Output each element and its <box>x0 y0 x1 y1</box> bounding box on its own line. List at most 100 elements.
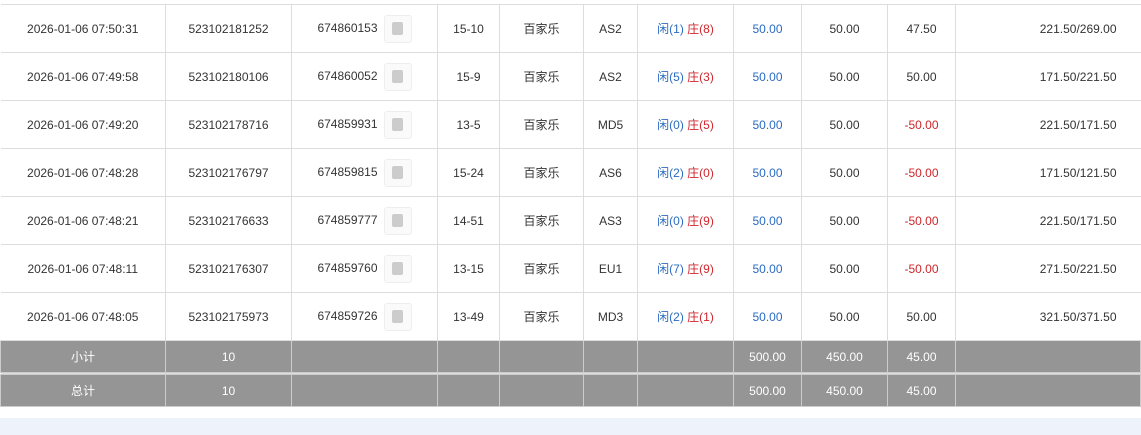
bet-id: 523102181252 <box>165 4 292 53</box>
total-label: 总计 <box>0 374 166 407</box>
valid-bet: 50.00 <box>801 4 888 53</box>
win-loss: 50.00 <box>887 292 956 341</box>
table-row: 2026-01-06 07:48:05 523102175973 6748597… <box>0 292 1141 341</box>
game-id-cell: 674860052 <box>291 52 438 101</box>
game-id: 674860052 <box>317 68 378 83</box>
game-id-cell: 674859777 <box>291 196 438 245</box>
replay-video-icon[interactable] <box>383 254 412 283</box>
game-id: 674859760 <box>317 260 378 275</box>
subtotal-bet: 500.00 <box>733 340 802 373</box>
round: 13-15 <box>437 244 500 293</box>
bet-time: 2026-01-06 07:50:31 <box>0 4 166 53</box>
subtotal-label: 小计 <box>0 340 166 373</box>
game-id-cell: 674859726 <box>291 292 438 341</box>
player-result: 闲(1) <box>657 22 684 36</box>
result: 闲(2) 庄(1) <box>637 292 734 341</box>
table-code: MD5 <box>583 100 638 149</box>
banker-result: 庄(5) <box>687 118 714 132</box>
win-loss: -50.00 <box>887 244 956 293</box>
game-name: 百家乐 <box>499 148 584 197</box>
bet-records-table: 2026-01-06 07:50:31 523102181252 6748601… <box>0 4 1141 407</box>
valid-bet: 50.00 <box>801 148 888 197</box>
replay-video-icon[interactable] <box>383 158 412 187</box>
table-code: AS2 <box>583 52 638 101</box>
bet-id: 523102176633 <box>165 196 292 245</box>
player-result: 闲(2) <box>657 166 684 180</box>
replay-video-icon[interactable] <box>383 110 412 139</box>
replay-video-icon[interactable] <box>383 206 412 235</box>
result: 闲(2) 庄(0) <box>637 148 734 197</box>
banker-result: 庄(0) <box>687 166 714 180</box>
game-id: 674859931 <box>317 116 378 131</box>
game-id: 674859777 <box>317 212 378 227</box>
result: 闲(1) 庄(8) <box>637 4 734 53</box>
subtotal-win: 45.00 <box>887 340 956 373</box>
round: 13-5 <box>437 100 500 149</box>
bet-amount: 50.00 <box>733 52 802 101</box>
win-loss: 47.50 <box>887 4 956 53</box>
round: 15-24 <box>437 148 500 197</box>
game-id: 674859815 <box>317 164 378 179</box>
bet-amount: 50.00 <box>733 148 802 197</box>
result: 闲(0) 庄(9) <box>637 196 734 245</box>
subtotal-valid: 450.00 <box>801 340 888 373</box>
bet-id: 523102175973 <box>165 292 292 341</box>
bet-time: 2026-01-06 07:48:05 <box>0 292 166 341</box>
bet-amount: 50.00 <box>733 196 802 245</box>
game-name: 百家乐 <box>499 4 584 53</box>
player-result: 闲(2) <box>657 310 684 324</box>
valid-bet: 50.00 <box>801 100 888 149</box>
banker-result: 庄(9) <box>687 214 714 228</box>
bet-amount: 50.00 <box>733 244 802 293</box>
bet-id: 523102176307 <box>165 244 292 293</box>
game-name: 百家乐 <box>499 196 584 245</box>
table-row: 2026-01-06 07:48:21 523102176633 6748597… <box>0 196 1141 245</box>
replay-video-icon[interactable] <box>383 14 412 43</box>
total-win: 45.00 <box>887 374 956 407</box>
game-name: 百家乐 <box>499 292 584 341</box>
subtotal-row: 小计 10 500.00 450.00 45.00 <box>0 340 1141 373</box>
table-row: 2026-01-06 07:48:11 523102176307 6748597… <box>0 244 1141 293</box>
bet-time: 2026-01-06 07:49:20 <box>0 100 166 149</box>
table-code: EU1 <box>583 244 638 293</box>
balance: 221.50/269.00 <box>955 4 1141 53</box>
game-id-cell: 674860153 <box>291 4 438 53</box>
total-bet: 500.00 <box>733 374 802 407</box>
valid-bet: 50.00 <box>801 244 888 293</box>
balance: 221.50/171.50 <box>955 100 1141 149</box>
player-result: 闲(0) <box>657 214 684 228</box>
table-code: AS2 <box>583 4 638 53</box>
table-row: 2026-01-06 07:49:58 523102180106 6748600… <box>0 52 1141 101</box>
valid-bet: 50.00 <box>801 196 888 245</box>
total-count: 10 <box>165 374 292 407</box>
replay-video-icon[interactable] <box>383 302 412 331</box>
banker-result: 庄(8) <box>687 22 714 36</box>
valid-bet: 50.00 <box>801 292 888 341</box>
bet-amount: 50.00 <box>733 4 802 53</box>
bet-time: 2026-01-06 07:49:58 <box>0 52 166 101</box>
balance: 171.50/221.50 <box>955 52 1141 101</box>
bet-time: 2026-01-06 07:48:11 <box>0 244 166 293</box>
win-loss: -50.00 <box>887 196 956 245</box>
balance: 221.50/171.50 <box>955 196 1141 245</box>
table-code: MD3 <box>583 292 638 341</box>
banker-result: 庄(3) <box>687 70 714 84</box>
bet-id: 523102176797 <box>165 148 292 197</box>
replay-video-icon[interactable] <box>383 62 412 91</box>
game-id: 674859726 <box>317 308 378 323</box>
game-id: 674860153 <box>317 20 378 35</box>
win-loss: -50.00 <box>887 148 956 197</box>
result: 闲(5) 庄(3) <box>637 52 734 101</box>
bet-amount: 50.00 <box>733 292 802 341</box>
round: 15-10 <box>437 4 500 53</box>
game-name: 百家乐 <box>499 100 584 149</box>
game-id-cell: 674859815 <box>291 148 438 197</box>
banker-result: 庄(9) <box>687 262 714 276</box>
player-result: 闲(7) <box>657 262 684 276</box>
win-loss: -50.00 <box>887 100 956 149</box>
result: 闲(7) 庄(9) <box>637 244 734 293</box>
bet-amount: 50.00 <box>733 100 802 149</box>
round: 14-51 <box>437 196 500 245</box>
game-name: 百家乐 <box>499 244 584 293</box>
game-id-cell: 674859931 <box>291 100 438 149</box>
